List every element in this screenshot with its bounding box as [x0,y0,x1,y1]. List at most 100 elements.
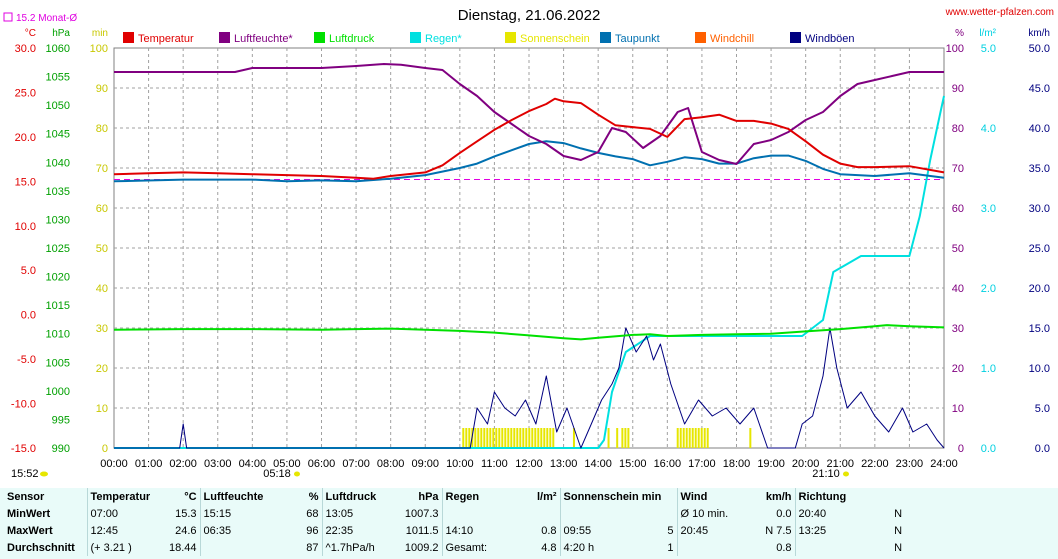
stats-header-pressure: Luftdruck [321,488,398,505]
axis-tick-pressure: 1050 [46,100,70,112]
axis-tick-humidity: 50 [952,243,964,255]
legend-label: Regen* [425,33,462,45]
x-axis-tick-label: 10:00 [446,458,474,470]
monthly-avg-marker-icon [3,12,13,22]
stats-hum-value: 68 [306,507,319,520]
axis-tick-wind: 20.0 [1029,283,1050,295]
x-axis-tick-label: 06:00 [308,458,336,470]
legend-swatch [600,32,611,43]
stats-hum-time: 15:15 [199,505,283,522]
stats-temp-time: 07:00 [86,505,166,522]
axis-tick-humidity: 100 [946,43,964,55]
stats-header-rain-unit: l/m² [536,490,557,503]
stats-rain-time: Gesamt: [441,539,511,556]
stats-sun-value: 1 [667,541,674,554]
axis-tick-rain: 1.0 [981,363,996,375]
stats-row-label: MaxWert [7,524,53,537]
x-axis-tick-label: 05:00 [273,458,301,470]
stats-header-temperature-unit: °C [184,490,197,503]
stats-header-sensor: Sensor [7,490,45,503]
monthly-avg-label: 15.2 Monat-Ø [16,13,77,24]
axis-tick-pressure: 1060 [46,43,70,55]
x-axis-tick-label: 23:00 [896,458,924,470]
stats-temp-time: (+ 3.21 ) [86,539,166,556]
stats-rain-time [441,505,511,522]
axis-tick-sunshine: 80 [96,123,108,135]
axis-tick-wind: 45.0 [1029,83,1050,95]
axis-tick-sunshine: 40 [96,283,108,295]
legend-label: Windchill [710,33,754,45]
legend-swatch [505,32,516,43]
axis-tick-rain: 4.0 [981,123,996,135]
axis-tick-temperature: -5.0 [17,354,36,366]
axis-tick-sunshine: 50 [96,243,108,255]
axis-unit-pressure: hPa [52,28,70,39]
axis-tick-sunshine: 90 [96,83,108,95]
chart-title: Dienstag, 21.06.2022 [458,7,601,24]
series-line-taupunkt [113,140,945,183]
series-line-luftdruck [113,324,945,341]
x-axis-tick-label: 13:00 [550,458,578,470]
axis-tick-sunshine: 0 [102,443,108,455]
grid [114,48,944,448]
axis-tick-pressure: 1045 [46,129,70,141]
axis-tick-pressure: 1000 [46,386,70,398]
stats-dir-value: N [894,541,903,554]
stats-row-label: MinWert [7,507,51,520]
axis-tick-temperature: 10.0 [15,221,36,233]
axis-tick-humidity: 10 [952,403,964,415]
axis-tick-wind: 15.0 [1029,323,1050,335]
legend: Temperatur Luftfeuchte* Luftdruck Regen* Son… [123,32,855,45]
x-axis-tick-label: 15:00 [619,458,647,470]
axis-tick-humidity: 40 [952,283,964,295]
axes: 30.0 25.0 20.0 15.0 10.0 5.0 0.0 -5.0 -10.0 -15.0… [11,28,1050,470]
axis-tick-pressure: 1030 [46,214,70,226]
x-axis-tick-label: 22:00 [861,458,889,470]
stats-rain-value [510,505,560,522]
axis-tick-rain: 3.0 [981,203,996,215]
axis-tick-wind: 35.0 [1029,163,1050,175]
x-axis-tick-label: 16:00 [654,458,682,470]
x-axis-tick-label: 11:00 [481,458,508,470]
stats-row-max: MaxWert 12:45 24.6 06:35 96 22:35 1011.5… [4,522,905,539]
x-axis-tick-label: 02:00 [169,458,197,470]
axis-tick-rain: 2.0 [981,283,996,295]
stats-rain-time: 14:10 [441,522,511,539]
stats-row-average: Durchschnitt (+ 3.21 ) 18.44 87 ^1.7hPa/… [4,539,905,556]
axis-tick-sunshine: 70 [96,163,108,175]
x-axis-tick-label: 00:00 [100,458,128,470]
website-link[interactable]: www.wetter-pfalzen.com [945,7,1054,18]
legend-label: Taupunkt [615,33,660,45]
axis-tick-wind: 40.0 [1029,123,1050,135]
stats-row-min: MinWert 07:00 15.3 15:15 68 13:05 1007.3… [4,505,905,522]
axis-tick-humidity: 60 [952,203,964,215]
axis-tick-wind: 50.0 [1029,43,1050,55]
axis-tick-sunshine: 30 [96,323,108,335]
stats-temp-value: 18.44 [169,541,197,554]
x-axis-tick-label: 17:00 [688,458,716,470]
axis-tick-pressure: 1015 [46,300,70,312]
axis-tick-wind: 10.0 [1029,363,1050,375]
legend-label: Windböen [805,33,855,45]
axis-tick-wind: 30.0 [1029,203,1050,215]
series-lines [113,63,945,449]
axis-unit-sunshine: min [92,28,108,39]
legend-label: Sonnenschein [520,33,590,45]
stats-sun-value: 5 [667,524,674,537]
series-line-luftfeuchte [114,63,944,165]
stats-wind-value: 0.8 [776,541,792,554]
series-line-temperatur [113,97,945,180]
stats-press-time: 13:05 [321,505,398,522]
stats-press-value: 1011.5 [405,524,439,537]
stats-sun-time: 09:55 [559,522,633,539]
legend-swatch [410,32,421,43]
stats-dir-time: 13:25 [794,522,866,539]
stats-wind-value: 0.0 [776,507,792,520]
stats-header-row: Sensor Temperatur °C Luftfeuchte % Luftd… [4,488,905,505]
stats-hum-value: 87 [306,541,319,554]
update-time: 15:52 [11,468,39,480]
stats-dir-time [794,539,866,556]
x-axis-tick-label: 19:00 [757,458,785,470]
axis-tick-humidity: 70 [952,163,964,175]
x-axis-tick-label: 20:00 [792,458,820,470]
